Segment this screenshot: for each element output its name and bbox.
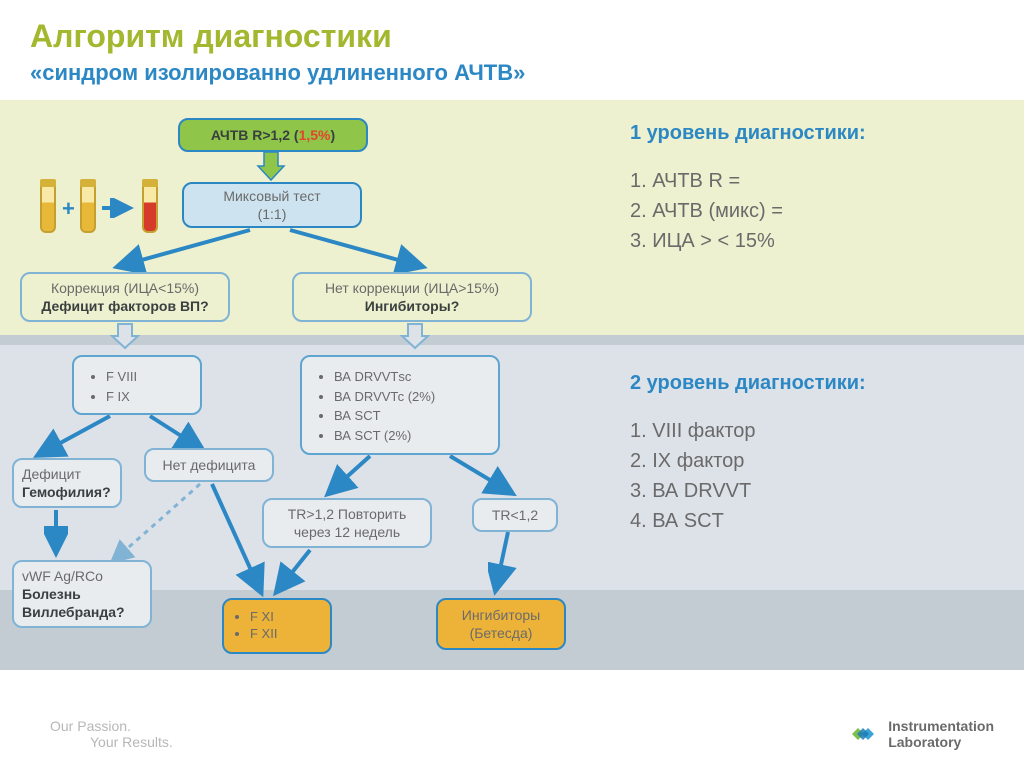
- factor-item: ВА SCT (2%): [334, 426, 482, 446]
- test-tube-icon: [142, 185, 158, 233]
- node-correction: Коррекция (ИЦА<15%) Дефицит факторов ВП?: [20, 272, 230, 322]
- node-vwf: vWF Ag/RCo Болезнь Виллебранда?: [12, 560, 152, 628]
- factor-item: ВА DRVVТс (2%): [334, 387, 482, 407]
- test-tube-icon: [40, 185, 56, 233]
- start-b: 1,5%: [299, 127, 331, 143]
- def-l1: Дефицит: [22, 465, 81, 483]
- level2-item: 4. ВА SCT: [630, 506, 756, 536]
- arrow-split-icon: [300, 452, 560, 502]
- node-tr-lt: ТR<1,2: [472, 498, 558, 532]
- start-c: ): [330, 127, 335, 143]
- brand-logo: Instrumentation Laboratory: [848, 718, 994, 750]
- node-factors-left: F VIII F IX: [72, 355, 202, 415]
- logo-icon: [848, 720, 882, 748]
- corr-l2: Дефицит факторов ВП?: [41, 297, 208, 315]
- arrow-right-icon: [100, 198, 140, 218]
- nocorr-l2: Ингибиторы?: [365, 297, 460, 315]
- arrow-down-outline-icon: [400, 322, 430, 352]
- page-subtitle: «синдром изолированно удлиненного АЧТВ»: [30, 60, 525, 86]
- node-factors-right: ВА DRVVТsc ВА DRVVТс (2%) ВА SCT ВА SCT …: [300, 355, 500, 455]
- arrow-split-icon: [60, 226, 480, 276]
- test-tube-icon: [80, 185, 96, 233]
- node-deficit: Дефицит Гемофилия?: [12, 458, 122, 508]
- node-fxi: F XI F XII: [222, 598, 332, 654]
- fxi-item: F XI: [250, 609, 277, 626]
- level1-item: 1. АЧТВ R =: [630, 166, 783, 196]
- level2-item: 2. IX фактор: [630, 446, 756, 476]
- title-text: Алгоритм диагностики: [30, 18, 392, 54]
- factor-item: F VIII: [106, 367, 184, 387]
- def-l2: Гемофилия?: [22, 483, 111, 501]
- trlt-text: ТR<1,2: [492, 506, 538, 524]
- repeat-text: ТR>1,2 Повторить через 12 недель: [288, 505, 407, 541]
- footer-l1: Our Passion.: [50, 718, 173, 734]
- factor-item: ВА SCT: [334, 406, 482, 426]
- factor-item: F IX: [106, 387, 184, 407]
- factor-item: ВА DRVVТsc: [334, 367, 482, 387]
- node-start: АЧТВ R>1,2 (1,5%): [178, 118, 368, 152]
- no-def-text: Нет дефицита: [163, 456, 256, 474]
- arrow-down-icon: [256, 150, 286, 184]
- subtitle-text: «синдром изолированно удлиненного АЧТВ»: [30, 60, 525, 85]
- logo-text-1: Instrumentation: [888, 718, 994, 734]
- arrow-down-icon: [44, 508, 68, 558]
- start-a: АЧТВ R>1,2 (: [211, 127, 299, 143]
- level1-heading: 1 уровень диагностики:: [630, 122, 866, 145]
- vwf-l1: vWF Ag/RCo: [22, 567, 103, 585]
- band-divider: [0, 335, 1024, 345]
- corr-l1: Коррекция (ИЦА<15%): [51, 279, 199, 297]
- mix-text: Миксовый тест (1:1): [223, 187, 320, 223]
- nocorr-l1: Нет коррекции (ИЦА>15%): [325, 279, 499, 297]
- level2-heading: 2 уровень диагностики:: [630, 372, 866, 395]
- level2-item: 1. VIII фактор: [630, 416, 756, 446]
- node-bethesda: Ингибиторы (Бетесда): [436, 598, 566, 650]
- vwf-l3: Виллебранда?: [22, 603, 125, 621]
- node-no-deficit: Нет дефицита: [144, 448, 274, 482]
- vwf-l2: Болезнь: [22, 585, 81, 603]
- arrow-down-outline-icon: [110, 322, 140, 352]
- level2-item: 3. ВА DRVVТ: [630, 476, 756, 506]
- node-mix-test: Миксовый тест (1:1): [182, 182, 362, 228]
- bethesda-text: Ингибиторы (Бетесда): [462, 606, 540, 642]
- arrow-down-icon: [488, 530, 528, 600]
- footer-tagline: Our Passion. Your Results.: [50, 718, 173, 750]
- footer-l2: Your Results.: [90, 734, 173, 750]
- page-title: Алгоритм диагностики: [30, 18, 392, 55]
- level1-item: 3. ИЦА > < 15%: [630, 226, 783, 256]
- level1-item: 2. АЧТВ (микс) =: [630, 196, 783, 226]
- node-no-correction: Нет коррекции (ИЦА>15%) Ингибиторы?: [292, 272, 532, 322]
- level1-list: 1. АЧТВ R = 2. АЧТВ (микс) = 3. ИЦА > < …: [630, 166, 783, 256]
- plus-icon: +: [62, 196, 75, 222]
- level2-list: 1. VIII фактор 2. IX фактор 3. ВА DRVVТ …: [630, 416, 756, 536]
- node-repeat: ТR>1,2 Повторить через 12 недель: [262, 498, 432, 548]
- logo-text-2: Laboratory: [888, 734, 994, 750]
- fxi-item: F XII: [250, 626, 277, 643]
